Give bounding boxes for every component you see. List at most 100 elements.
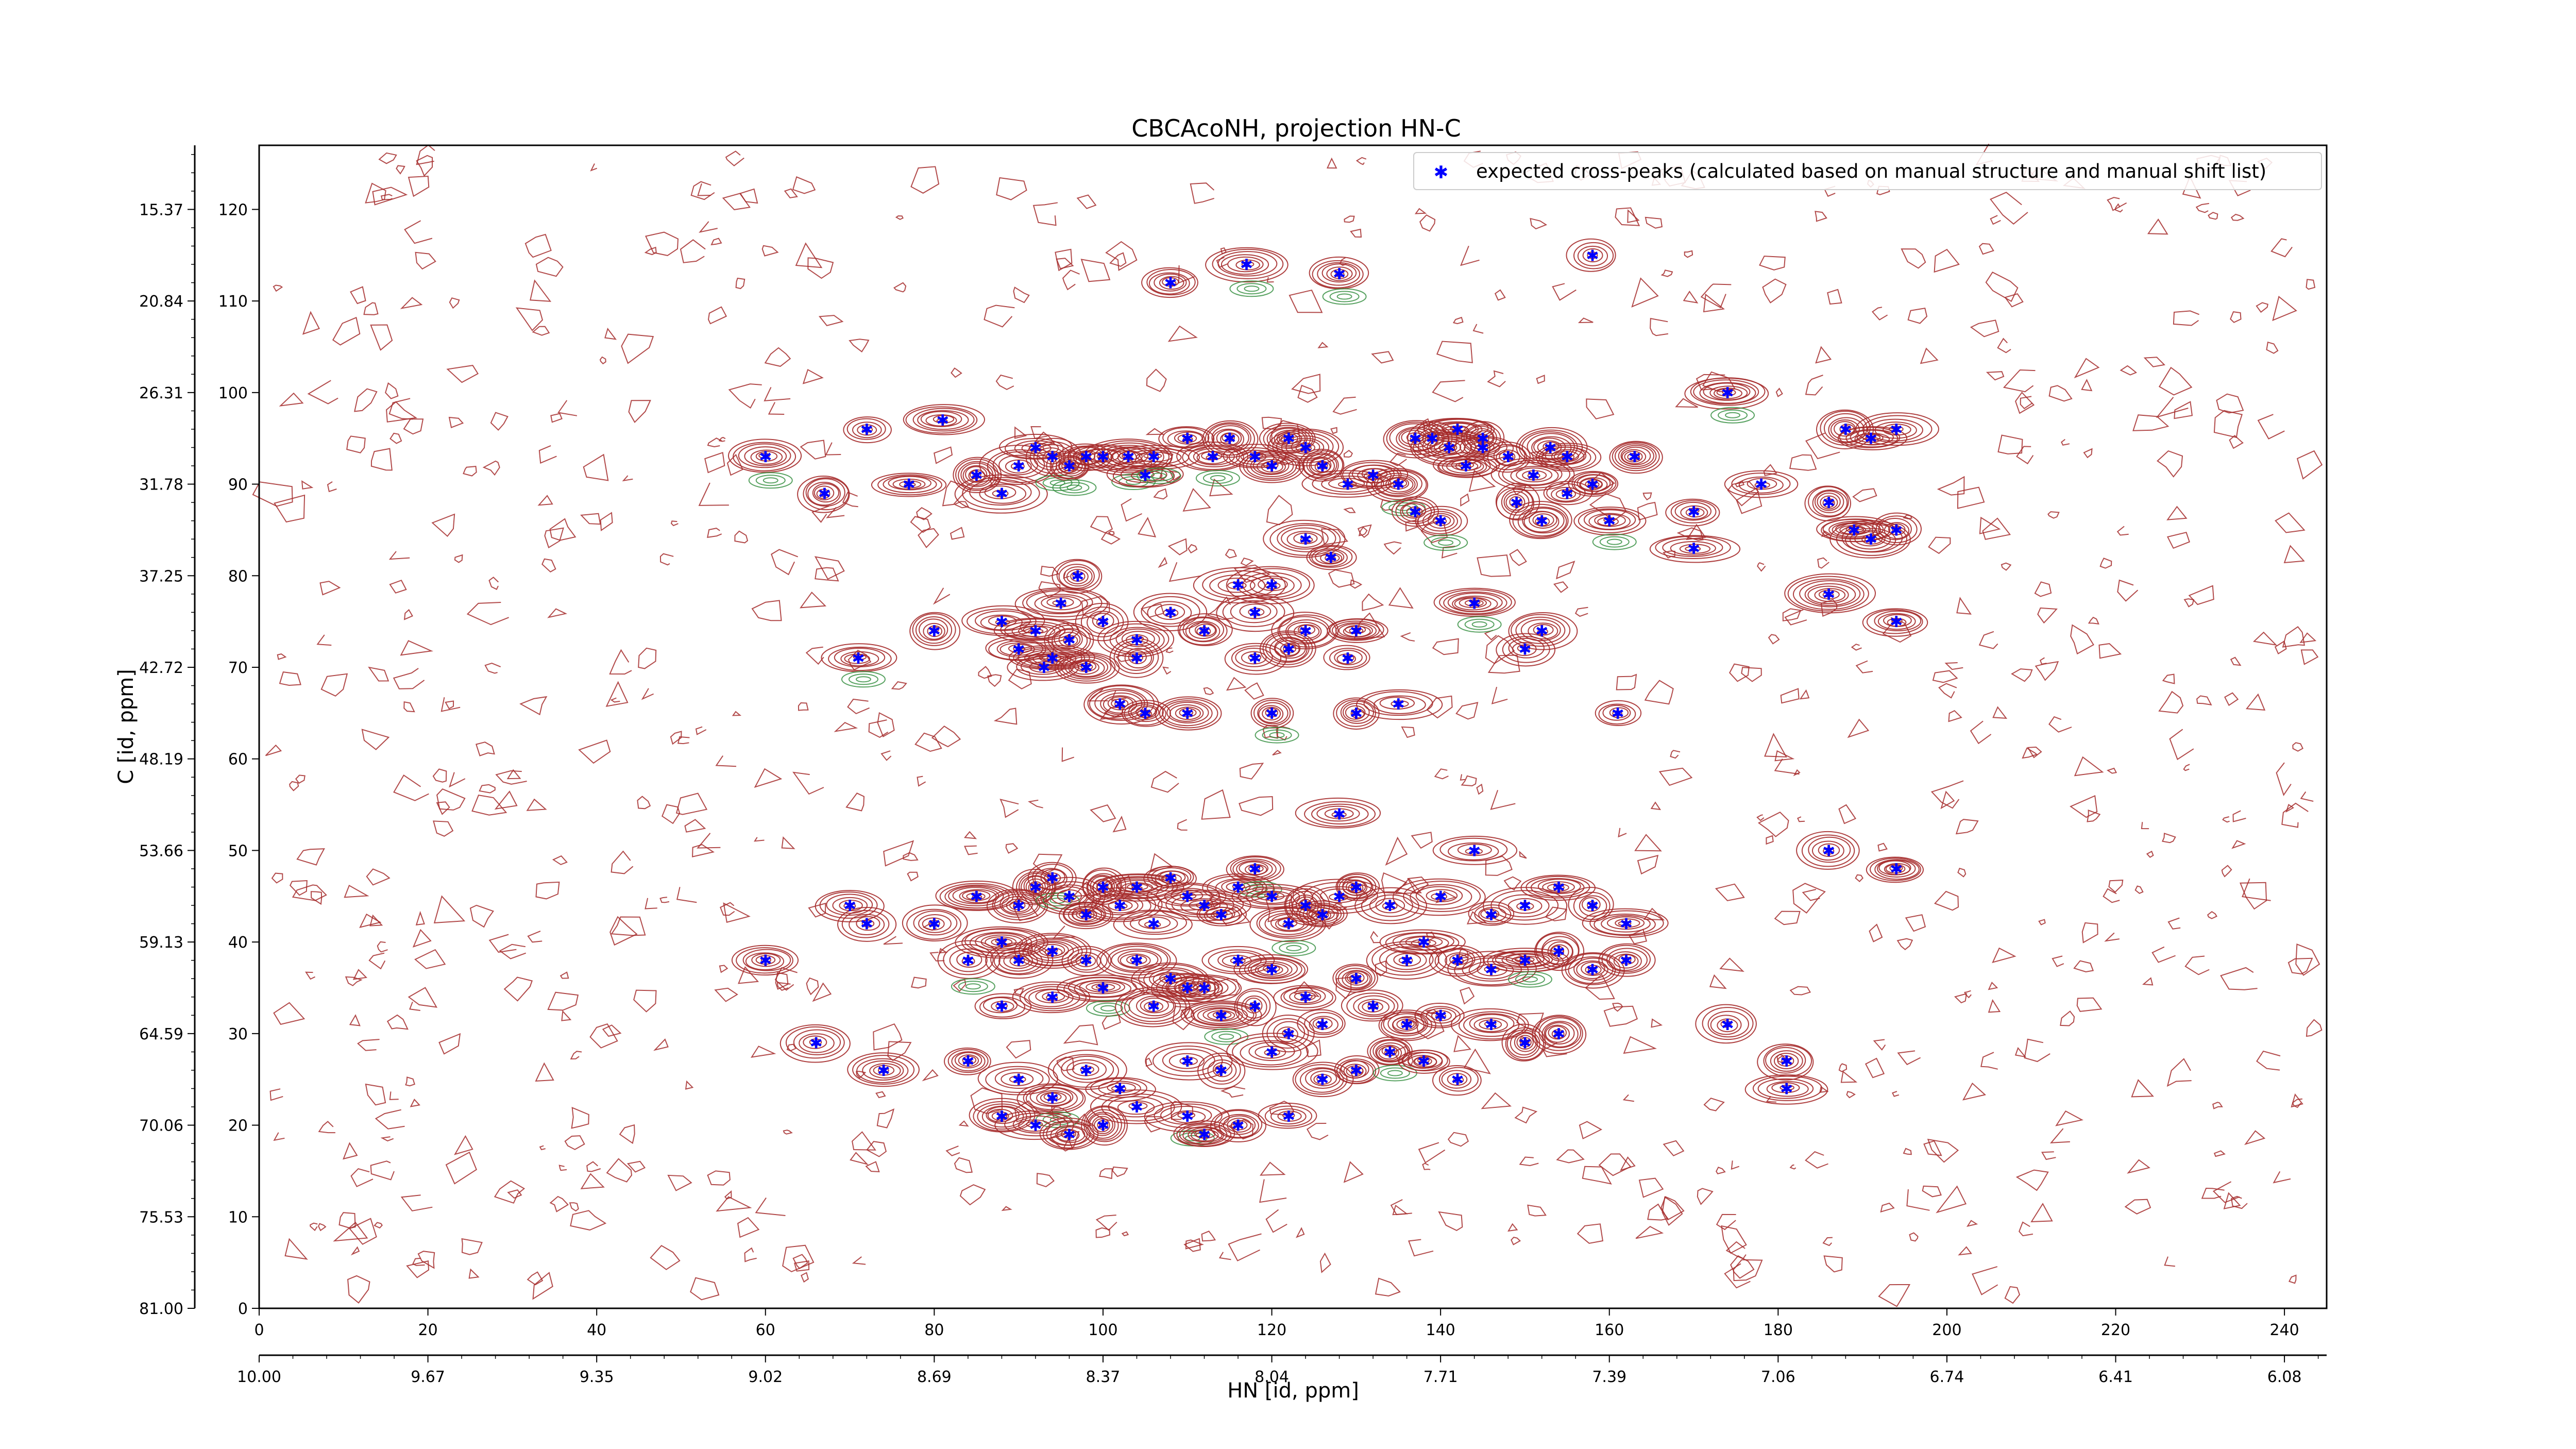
noise-contour (714, 987, 738, 1002)
cross-peak-marker: ✱ (1248, 448, 1261, 466)
noise-contour (2221, 865, 2232, 878)
peak-contour (1298, 448, 1345, 482)
peak-contour (1565, 953, 1621, 985)
noise-contour (798, 702, 809, 711)
noise-contour (1112, 815, 1127, 833)
cross-peak-marker: ✱ (1603, 513, 1616, 531)
peak-contour (1375, 898, 1405, 914)
peak-contour (1042, 991, 1065, 1002)
noise-contour (1432, 380, 1465, 402)
noise-contour (1158, 557, 1167, 568)
noise-contour (2252, 631, 2278, 646)
noise-contour (2015, 1169, 2049, 1191)
peak-contour (994, 1068, 1044, 1089)
peak-contour (760, 957, 772, 963)
noise-contour (530, 279, 552, 302)
peak-contour (1507, 898, 1543, 914)
peak-contour (1382, 902, 1398, 911)
peak-contour (828, 646, 892, 671)
peak-contour (1376, 473, 1418, 496)
peak-contour (1128, 993, 1176, 1019)
peak-contour (1130, 704, 1160, 720)
noise-contour (1840, 1070, 1858, 1083)
noise-contour (1332, 396, 1357, 415)
peak-contour (1274, 637, 1306, 659)
noise-contour (1774, 750, 1795, 762)
peak-contour (1188, 1127, 1223, 1143)
noise-contour (1846, 1091, 1856, 1099)
contour-layer (252, 143, 2323, 1307)
noise-contour (805, 646, 824, 665)
cross-peak-marker: ✱ (818, 485, 831, 503)
noise-contour (2049, 1128, 2070, 1143)
noise-contour (1355, 157, 1367, 165)
noise-contour (802, 368, 824, 384)
peak-contour (1309, 546, 1353, 568)
y-ppm-tick-label: 59.13 (139, 934, 183, 952)
cross-peak-marker: ✱ (1046, 650, 1059, 668)
peak-contour (954, 1052, 982, 1069)
x-index-tick-label: 240 (2269, 1321, 2299, 1339)
noise-contour (393, 774, 429, 801)
cross-peak-marker: ✱ (1687, 503, 1700, 521)
noise-contour (2141, 822, 2149, 830)
peak-contour (1480, 908, 1500, 919)
noise-contour (1460, 987, 1475, 1005)
noise-contour (410, 1099, 420, 1107)
peak-contour (1156, 974, 1220, 1002)
noise-contour (547, 991, 579, 1011)
peak-contour (1316, 805, 1360, 822)
peak-contour (1543, 481, 1592, 506)
cross-peak-marker: ✱ (1341, 650, 1354, 668)
noise-contour (783, 1130, 793, 1135)
peak-contour (1385, 477, 1414, 493)
peak-contour (1248, 653, 1262, 661)
noise-contour (289, 781, 299, 791)
peak-contour (1578, 508, 1641, 533)
noise-contour (2231, 840, 2246, 849)
peak-contour (1156, 884, 1220, 907)
peak-contour (1302, 450, 1344, 480)
noise-contour (2099, 558, 2112, 569)
cross-peak-marker: ✱ (970, 888, 983, 906)
noise-contour (958, 1120, 969, 1127)
noise-contour (406, 1260, 430, 1278)
peak-contour (1095, 895, 1144, 916)
peak-contour (1159, 698, 1218, 729)
noise-contour (1266, 495, 1293, 526)
peak-contour (1081, 1105, 1128, 1146)
y-index-tick-label: 0 (238, 1300, 248, 1318)
noise-contour (1780, 688, 1800, 704)
peak-contour (1072, 908, 1097, 922)
noise-contour (1491, 686, 1508, 704)
x-ppm-tick-label: 7.06 (1761, 1368, 1795, 1386)
noise-contour (1923, 1140, 1942, 1156)
noise-contour (1882, 617, 1912, 643)
cross-peak-marker: ✱ (1147, 448, 1160, 466)
peak-contour (1003, 953, 1033, 969)
peak-contour (1443, 591, 1507, 615)
peak-contour (962, 890, 991, 901)
peak-contour (1306, 453, 1337, 476)
peak-contour (1516, 467, 1553, 483)
cross-peak-marker: ✱ (1822, 494, 1835, 512)
peak-contour (1035, 989, 1070, 1004)
noise-contour (449, 772, 466, 788)
noise-contour (404, 220, 433, 244)
noise-contour (808, 902, 826, 918)
noise-contour (302, 311, 320, 335)
noise-contour (2156, 397, 2189, 418)
noise-contour (1420, 518, 1448, 544)
peak-contour (1437, 948, 1476, 970)
peak-contour (736, 947, 793, 974)
noise-contour (2173, 310, 2199, 326)
peak-contour (779, 1024, 851, 1063)
peak-contour (909, 612, 961, 650)
noise-contour (1350, 228, 1362, 238)
noise-contour (931, 726, 961, 748)
noise-contour (436, 801, 450, 815)
noise-contour (1507, 1223, 1518, 1232)
noise-contour (415, 251, 436, 270)
peak-contour (1316, 1075, 1326, 1082)
noise-contour (2295, 943, 2320, 976)
